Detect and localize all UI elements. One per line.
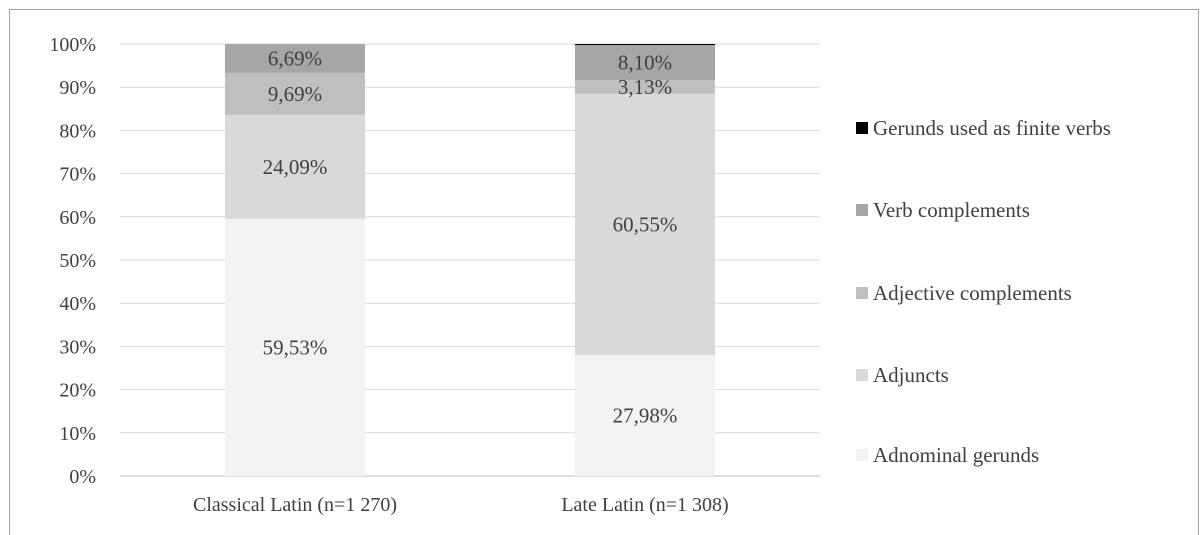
legend-label: Verb complements <box>873 198 1030 222</box>
y-tick-label: 90% <box>59 77 96 99</box>
y-tick-label: 60% <box>59 207 96 229</box>
bar-segment <box>225 218 365 477</box>
legend-swatch <box>856 204 868 216</box>
y-tick-label: 70% <box>59 164 96 186</box>
data-label: 8,10% <box>618 51 672 75</box>
legend-swatch <box>856 122 868 134</box>
y-tick-label: 40% <box>59 293 96 315</box>
y-tick-label: 50% <box>59 250 96 272</box>
legend-swatch <box>856 449 868 461</box>
bar-segment <box>225 114 365 219</box>
data-label: 59,53% <box>263 335 328 359</box>
y-tick-label: 0% <box>69 466 96 488</box>
legend-label: Adjuncts <box>873 363 949 387</box>
y-tick-label: 100% <box>49 34 96 56</box>
data-label: 9,69% <box>268 82 322 106</box>
x-category-label: Classical Latin (n=1 270) <box>193 494 397 516</box>
bar-segment <box>225 44 365 73</box>
bar-segment <box>225 72 365 115</box>
legend-label: Adjective complements <box>873 281 1072 305</box>
y-tick-label: 30% <box>59 336 96 358</box>
bar-segment <box>575 80 715 94</box>
data-label: 60,55% <box>613 212 678 236</box>
legend-label: Adnominal gerunds <box>873 443 1039 467</box>
y-tick-label: 10% <box>59 423 96 445</box>
bar-segment <box>575 93 715 356</box>
legend-swatch <box>856 369 868 381</box>
legend-swatch <box>856 287 868 299</box>
data-label: 24,09% <box>263 155 328 179</box>
y-tick-label: 20% <box>59 380 96 402</box>
y-axis: 0% 10% 20% 30% 40% 50% 60% 70% 80% 90% 100% <box>49 34 96 488</box>
x-category-label: Late Latin (n=1 308) <box>561 494 728 516</box>
data-label: 6,69% <box>268 46 322 70</box>
bar-segment <box>575 45 715 81</box>
data-label: 27,98% <box>613 404 678 428</box>
bar-segment <box>575 355 715 476</box>
x-axis: Classical Latin (n=1 270) Late Latin (n=1… <box>193 494 729 516</box>
y-tick-label: 80% <box>59 120 96 142</box>
bars: 59,53%24,09%9,69%6,69%27,98%60,55%3,13%8… <box>225 44 715 477</box>
legend: Gerunds used as finite verbs Verb complem… <box>856 116 1111 467</box>
legend-label: Gerunds used as finite verbs <box>873 116 1111 140</box>
bar-segment <box>575 44 715 46</box>
